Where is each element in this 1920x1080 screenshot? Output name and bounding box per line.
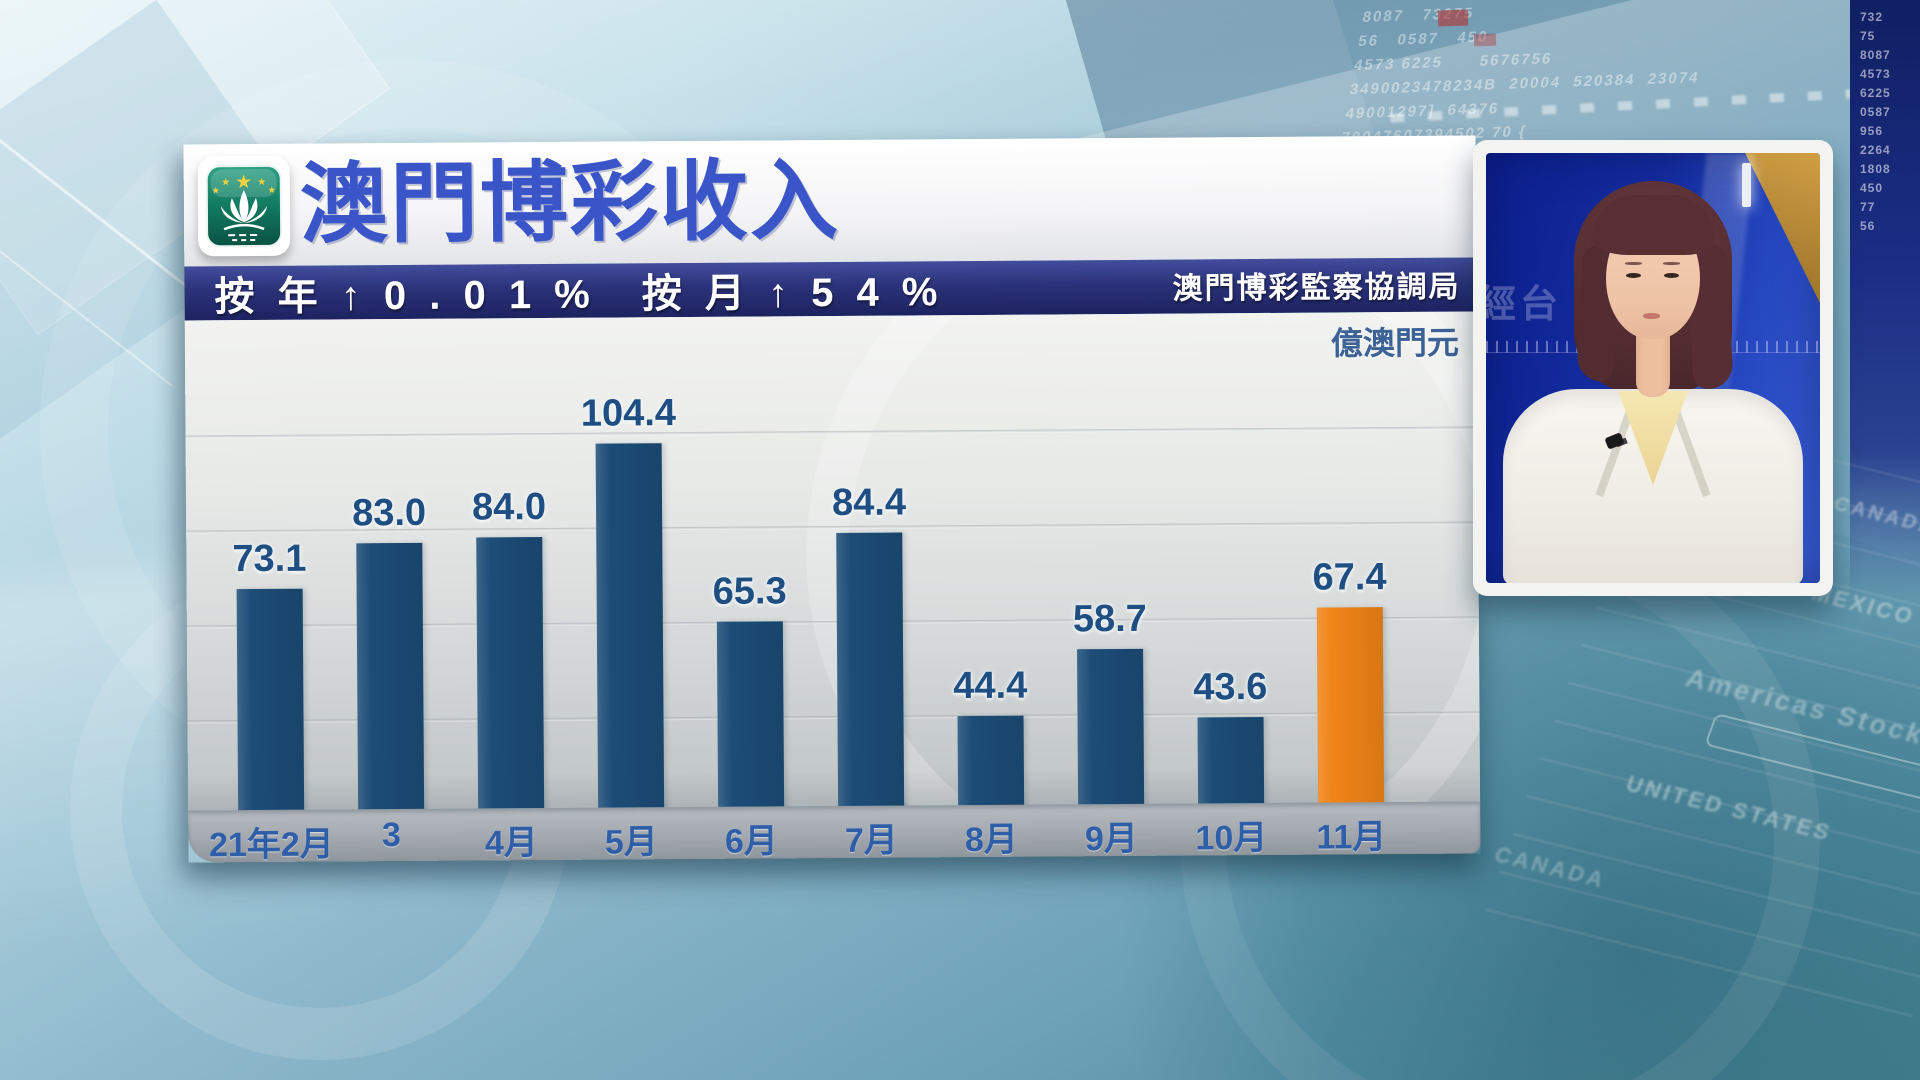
data-source: 澳門博彩監察協調局	[1172, 270, 1461, 306]
bar-value-label: 44.4	[953, 664, 1028, 708]
background-red-chip	[1473, 33, 1497, 47]
bar-highlight	[1316, 607, 1385, 807]
svg-text:★: ★	[212, 185, 220, 195]
side-strip-number: 1808	[1860, 162, 1891, 176]
channel-watermark: 經台	[1486, 284, 1563, 326]
bar	[356, 542, 425, 811]
side-strip-number: 6225	[1860, 86, 1891, 100]
side-strip-number: 77	[1860, 200, 1876, 214]
side-strip-number: 0587	[1860, 105, 1891, 119]
bar	[595, 443, 665, 811]
background-side-strip: 732 75 8087 4573 6225 0587 956 2264 1808 450 77 56	[1850, 0, 1920, 600]
page-title: 澳門博彩收入	[299, 150, 841, 254]
anchor-face	[1626, 273, 1641, 278]
anchor-face	[1625, 262, 1642, 265]
bar-value-label: 84.0	[471, 485, 547, 529]
mom-change: 按 月 ↑ 5 4 %	[641, 270, 944, 317]
bar-value-label: 104.4	[580, 392, 677, 435]
anchor-video-inset: 經台	[1473, 140, 1833, 596]
bar-value-label: 67.4	[1312, 556, 1387, 599]
chart-header: ★ ★ ★ ★ ★ 澳門博彩收入	[183, 135, 1477, 267]
anchor-face	[1663, 262, 1680, 265]
bar-value-label: 43.6	[1193, 665, 1268, 709]
side-strip-number: 450	[1860, 181, 1884, 195]
side-strip-number: 2264	[1860, 143, 1891, 157]
bar	[236, 588, 305, 811]
bar	[957, 715, 1025, 810]
x-axis: 21年2月 3 4月 5月 6月 7月 8月 9月 10月 11月	[188, 801, 1481, 864]
bar-value-label: 58.7	[1072, 597, 1147, 641]
chart-panel: ★ ★ ★ ★ ★ 澳門博彩收入 按 年 ↑ 0	[183, 135, 1481, 864]
svg-text:★: ★	[257, 177, 266, 188]
bar	[836, 532, 905, 810]
svg-text:★: ★	[221, 177, 230, 188]
x-axis-label: 11月	[1316, 818, 1387, 857]
side-strip-number: 732	[1860, 10, 1884, 24]
anchor-face	[1643, 313, 1660, 319]
svg-text:★: ★	[268, 185, 276, 195]
side-strip-number: 8087	[1860, 48, 1891, 62]
anchor-hair	[1592, 195, 1714, 255]
bar	[1077, 648, 1145, 809]
unit-label: 億澳門元	[1330, 324, 1460, 362]
bar	[476, 537, 545, 811]
side-strip-number: 75	[1860, 29, 1876, 43]
bar-value-label: 65.3	[712, 570, 787, 613]
bar	[716, 621, 785, 811]
bar	[1197, 716, 1265, 808]
side-strip-number: 4573	[1860, 67, 1891, 81]
change-stats: 按 年 ↑ 0 . 0 1 % 按 月 ↑ 5 4 %	[214, 259, 943, 322]
studio-glow-bar	[1742, 163, 1751, 207]
background-red-chip	[1437, 9, 1469, 27]
macau-flag-icon: ★ ★ ★ ★ ★	[197, 155, 291, 257]
anchor-face	[1664, 273, 1679, 278]
side-strip-number: 956	[1860, 124, 1884, 138]
yoy-change: 按 年 ↑ 0 . 0 1 %	[214, 272, 596, 320]
bar-value-label: 73.1	[232, 537, 307, 581]
stats-bar: 按 年 ↑ 0 . 0 1 % 按 月 ↑ 5 4 % 澳門博彩監察協調局	[184, 257, 1477, 322]
side-strip-number: 56	[1860, 219, 1876, 233]
svg-text:★: ★	[235, 172, 252, 193]
studio-video: 經台	[1486, 153, 1820, 583]
bar-value-label: 84.4	[831, 481, 907, 524]
plot-area: 億澳門元 73.1 83.0 84.0 104.4 65.3 84.4 44.4 58.7 43…	[184, 311, 1481, 811]
